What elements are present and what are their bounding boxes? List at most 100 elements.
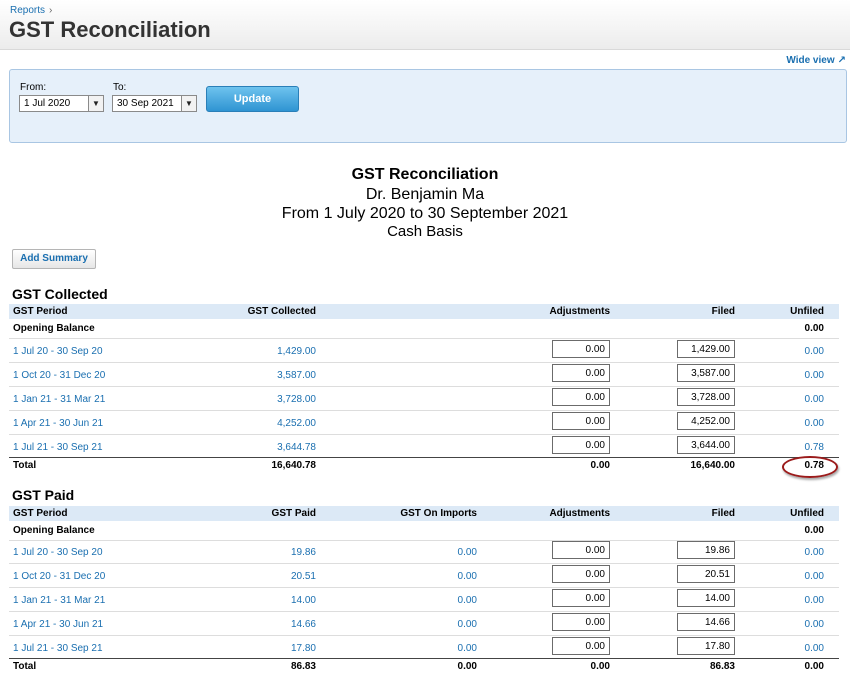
filed-input[interactable]: 4,252.00: [677, 412, 735, 430]
period-link[interactable]: 1 Apr 21 - 30 Jun 21: [13, 418, 104, 429]
unfiled-link[interactable]: 0.00: [804, 346, 824, 357]
report-organisation: Dr. Benjamin Ma: [365, 186, 485, 203]
period-link[interactable]: 1 Jul 21 - 30 Sep 21: [13, 643, 103, 654]
report-basis: Cash Basis: [387, 223, 463, 240]
period-link[interactable]: 1 Jul 21 - 30 Sep 21: [13, 442, 103, 453]
table-row-total: Total 16,640.78 0.00 16,640.00 0.78: [9, 457, 839, 475]
gst-on-imports-link[interactable]: 0.00: [457, 595, 477, 606]
gst-collected-amount-link[interactable]: 1,429.00: [277, 346, 316, 357]
adjustments-input[interactable]: 0.00: [552, 637, 610, 655]
table-row-total: Total 86.83 0.00 0.00 86.83 0.00: [9, 658, 839, 676]
filed-input[interactable]: 14.66: [677, 613, 735, 631]
to-label: To:: [113, 82, 127, 93]
opening-balance-label: Opening Balance: [13, 323, 95, 334]
add-summary-button[interactable]: Add Summary: [12, 249, 96, 269]
adjustments-input[interactable]: 0.00: [552, 589, 610, 607]
period-link[interactable]: 1 Jan 21 - 31 Mar 21: [13, 394, 106, 405]
gst-on-imports-link[interactable]: 0.00: [457, 619, 477, 630]
total-label: Total: [13, 460, 37, 471]
col-unfiled: Unfiled: [790, 508, 824, 519]
total-gst-collected: 16,640.78: [271, 460, 317, 471]
breadcrumb: Reports ›: [10, 5, 52, 16]
unfiled-link[interactable]: 0.00: [804, 418, 824, 429]
top-bar: Reports › GST Reconciliation: [0, 0, 850, 50]
period-link[interactable]: 1 Oct 20 - 31 Dec 20: [13, 571, 106, 582]
total-unfiled: 0.00: [804, 661, 824, 672]
unfiled-link[interactable]: 0.00: [804, 370, 824, 381]
col-gst-collected: GST Collected: [247, 306, 316, 317]
gst-on-imports-link[interactable]: 0.00: [457, 643, 477, 654]
adjustments-input[interactable]: 0.00: [552, 388, 610, 406]
period-link[interactable]: 1 Apr 21 - 30 Jun 21: [13, 619, 104, 630]
to-date-select[interactable]: 30 Sep 2021 ▼: [112, 95, 197, 112]
gst-collected-amount-link[interactable]: 3,644.78: [277, 442, 316, 453]
wide-view-link[interactable]: Wide view ↗: [786, 55, 846, 66]
gst-paid-title: GST Paid: [12, 487, 75, 503]
adjustments-input[interactable]: 0.00: [552, 340, 610, 358]
unfiled-link[interactable]: 0.00: [804, 394, 824, 405]
wide-view-label: Wide view: [786, 55, 835, 66]
highlight-circle: [782, 456, 838, 478]
total-gst-on-imports: 0.00: [457, 661, 477, 672]
period-link[interactable]: 1 Jul 20 - 30 Sep 20: [13, 346, 103, 357]
filed-input[interactable]: 19.86: [677, 541, 735, 559]
report-title: GST Reconciliation: [351, 166, 499, 183]
unfiled-link[interactable]: 0.00: [804, 595, 824, 606]
adjustments-input[interactable]: 0.00: [552, 565, 610, 583]
opening-unfiled: 0.00: [804, 525, 824, 536]
total-gst-paid: 86.83: [290, 661, 316, 672]
gst-paid-amount-link[interactable]: 14.66: [290, 619, 316, 630]
filed-input[interactable]: 3,644.00: [677, 436, 735, 454]
opening-balance-label: Opening Balance: [13, 525, 95, 536]
unfiled-link[interactable]: 0.00: [804, 643, 824, 654]
unfiled-link[interactable]: 0.00: [804, 571, 824, 582]
filed-input[interactable]: 20.51: [677, 565, 735, 583]
adjustments-input[interactable]: 0.00: [552, 541, 610, 559]
gst-paid-amount-link[interactable]: 20.51: [290, 571, 316, 582]
filed-input[interactable]: 3,728.00: [677, 388, 735, 406]
filed-input[interactable]: 17.80: [677, 637, 735, 655]
gst-collected-amount-link[interactable]: 4,252.00: [277, 418, 316, 429]
total-label: Total: [13, 661, 37, 672]
col-gst-paid: GST Paid: [271, 508, 316, 519]
filed-input[interactable]: 14.00: [677, 589, 735, 607]
period-link[interactable]: 1 Oct 20 - 31 Dec 20: [13, 370, 106, 381]
period-link[interactable]: 1 Jan 21 - 31 Mar 21: [13, 595, 106, 606]
adjustments-input[interactable]: 0.00: [552, 613, 610, 631]
breadcrumb-separator-icon: ›: [49, 5, 53, 16]
adjustments-input[interactable]: 0.00: [552, 364, 610, 382]
table-row-opening: Opening Balance 0.00: [9, 521, 839, 541]
gst-paid-amount-link[interactable]: 17.80: [290, 643, 316, 654]
gst-on-imports-link[interactable]: 0.00: [457, 547, 477, 558]
filed-input[interactable]: 1,429.00: [677, 340, 735, 358]
table-row: 1 Apr 21 - 30 Jun 21 4,252.00 0.00 4,252…: [9, 411, 839, 435]
gst-collected-amount-link[interactable]: 3,728.00: [277, 394, 316, 405]
chevron-down-icon[interactable]: ▼: [88, 96, 103, 111]
table-row: 1 Jan 21 - 31 Mar 21 3,728.00 0.00 3,728…: [9, 387, 839, 411]
unfiled-link[interactable]: 0.00: [804, 619, 824, 630]
chevron-down-icon[interactable]: ▼: [181, 96, 196, 111]
unfiled-link[interactable]: 0.78: [804, 442, 824, 453]
gst-paid-amount-link[interactable]: 19.86: [290, 547, 316, 558]
gst-on-imports-link[interactable]: 0.00: [457, 571, 477, 582]
col-gst-period: GST Period: [13, 508, 68, 519]
update-button[interactable]: Update: [206, 86, 299, 112]
table-row: 1 Jul 20 - 30 Sep 20 19.86 0.00 0.00 19.…: [9, 540, 839, 564]
gst-collected-amount-link[interactable]: 3,587.00: [277, 370, 316, 381]
filter-panel: From: 1 Jul 2020 ▼ To: 30 Sep 2021 ▼ Upd…: [9, 69, 847, 143]
gst-collected-header: GST Period GST Collected Adjustments Fil…: [9, 304, 839, 319]
gst-paid-amount-link[interactable]: 14.00: [290, 595, 316, 606]
gst-collected-title: GST Collected: [12, 286, 108, 302]
filed-input[interactable]: 3,587.00: [677, 364, 735, 382]
opening-unfiled: 0.00: [804, 323, 824, 334]
table-row: 1 Jan 21 - 31 Mar 21 14.00 0.00 0.00 14.…: [9, 588, 839, 612]
unfiled-link[interactable]: 0.00: [804, 547, 824, 558]
period-link[interactable]: 1 Jul 20 - 30 Sep 20: [13, 547, 103, 558]
from-date-select[interactable]: 1 Jul 2020 ▼: [19, 95, 104, 112]
table-row: 1 Oct 20 - 31 Dec 20 3,587.00 0.00 3,587…: [9, 363, 839, 387]
table-row: 1 Jul 21 - 30 Sep 21 3,644.78 0.00 3,644…: [9, 435, 839, 459]
adjustments-input[interactable]: 0.00: [552, 412, 610, 430]
breadcrumb-reports-link[interactable]: Reports: [10, 5, 46, 16]
adjustments-input[interactable]: 0.00: [552, 436, 610, 454]
col-filed: Filed: [711, 306, 735, 317]
